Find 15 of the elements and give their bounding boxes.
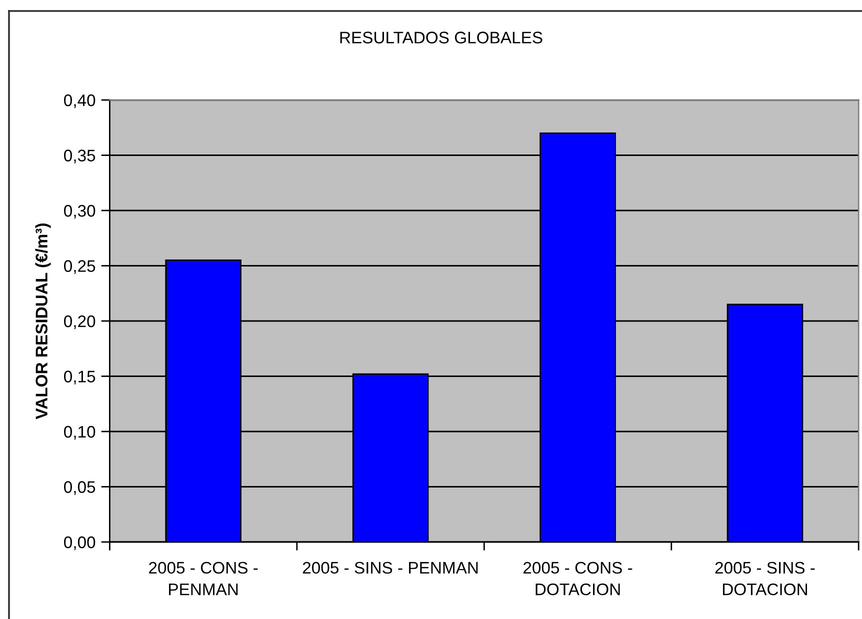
x-tick-label: 2005 - SINS - DOTACION [715, 562, 815, 596]
y-tick-label: 0,05 [64, 481, 96, 495]
x-tick-label: 2005 - CONS - DOTACION [523, 562, 632, 596]
chart-title: RESULTADOS GLOBALES [340, 32, 542, 44]
y-tick-label: 0,00 [64, 536, 96, 550]
y-tick-label: 0,25 [64, 260, 96, 274]
y-tick-label: 0,10 [64, 426, 96, 440]
y-tick-label: 0,40 [64, 94, 96, 108]
x-tick-label: 2005 - SINS - PENMAN [302, 562, 478, 574]
y-axis-title: VALOR RESIDUAL (€/m³) [35, 224, 51, 420]
y-tick-label: 0,35 [64, 150, 96, 164]
y-tick-label: 0,30 [64, 204, 96, 219]
x-tick-label: 2005 - CONS - PENMAN [149, 562, 258, 596]
y-tick-label: 0,15 [64, 370, 96, 384]
y-tick-label: 0,20 [64, 315, 96, 330]
